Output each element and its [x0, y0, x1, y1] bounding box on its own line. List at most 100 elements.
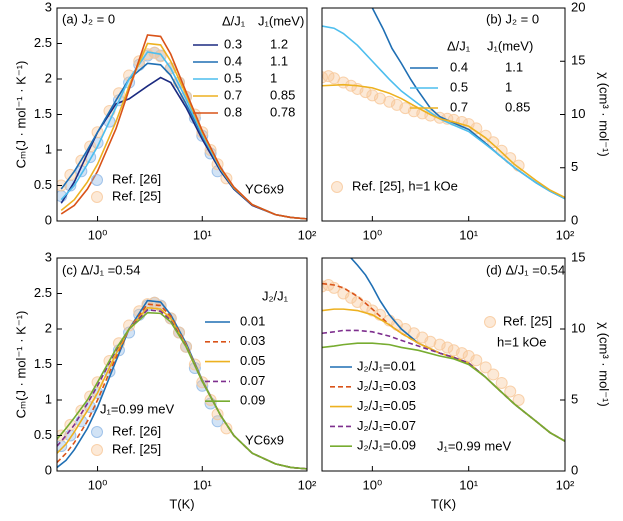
- ref-marker: [504, 385, 517, 398]
- legend-label: Ref. [26]: [112, 423, 161, 438]
- curve: [60, 34, 307, 220]
- ref-marker: [479, 129, 492, 142]
- panel-title: (c) Δ/J₁ =0.54: [62, 262, 140, 277]
- y-tick-label: 10: [571, 320, 585, 335]
- x-tick-label: 10⁰: [88, 227, 108, 242]
- y-tick-label: 0: [45, 462, 52, 477]
- legend-label: 0.09: [240, 393, 265, 408]
- legend-marker: [91, 444, 103, 456]
- y-axis-label: χ (cm³ · mol⁻¹): [597, 72, 612, 156]
- x-axis-label: T(K): [431, 496, 456, 511]
- ref-marker: [424, 335, 437, 348]
- x-tick-label: 10²: [298, 227, 317, 242]
- legend-label: 1: [505, 79, 512, 94]
- plot-area: [57, 34, 307, 220]
- legend-label: Ref. [25]: [112, 188, 161, 203]
- y-tick-label: 5: [571, 159, 578, 174]
- annotation: J₁=0.99 meV: [437, 438, 511, 453]
- y-tick-label: 3: [45, 0, 52, 14]
- ref-marker: [455, 347, 468, 360]
- legend-label: 0.5: [224, 70, 242, 85]
- y-tick-label: 2.5: [34, 285, 52, 300]
- legend-label: 1.1: [270, 53, 288, 68]
- plot-area: [57, 296, 307, 470]
- ref-marker: [495, 376, 508, 389]
- y-tick-label: 10: [571, 106, 585, 121]
- panel-title: (b) J₂ = 0: [486, 11, 539, 26]
- y-tick-label: 0: [571, 212, 578, 227]
- legend-label: 0.4: [224, 53, 242, 68]
- ref-marker: [487, 368, 500, 381]
- plot-area: [322, 258, 565, 442]
- legend-label: 0.8: [224, 104, 242, 119]
- y-tick-label: 0.5: [34, 177, 52, 192]
- legend-label: 0.85: [270, 87, 295, 102]
- legend-label: Ref. [26]: [112, 171, 161, 186]
- legend-label: 0.01: [240, 313, 265, 328]
- legend-label: 0.05: [240, 353, 265, 368]
- x-tick-label: 10¹: [459, 477, 478, 492]
- x-tick-label: 10²: [556, 227, 575, 242]
- y-tick-label: 1: [45, 391, 52, 406]
- frame: [321, 257, 566, 472]
- y-tick-label: 20: [571, 0, 585, 14]
- curve: [322, 342, 565, 442]
- annotation: YC6x9: [245, 432, 284, 447]
- ref-marker: [470, 354, 483, 367]
- y-tick-label: 2: [45, 320, 52, 335]
- legend-label: 0.7: [224, 87, 242, 102]
- y-tick-label: 1: [45, 141, 52, 156]
- legend-marker: [91, 426, 103, 438]
- y-axis-label: χ (cm³ · mol⁻¹): [597, 322, 612, 406]
- legend-label: 0.4: [450, 59, 468, 74]
- ref-marker: [383, 95, 396, 108]
- x-tick-label: 10¹: [459, 227, 478, 242]
- y-tick-label: 1.5: [34, 356, 52, 371]
- legend-label: 1.1: [505, 59, 523, 74]
- legend-label: 1.2: [270, 36, 288, 51]
- ref-marker: [441, 341, 454, 354]
- curve: [322, 329, 565, 442]
- y-tick-label: 15: [571, 249, 585, 264]
- ref-marker: [359, 300, 372, 313]
- legend-label: 0.03: [240, 333, 265, 348]
- x-axis-label: T(K): [169, 496, 194, 511]
- y-tick-label: 15: [571, 53, 585, 68]
- legend-label: J₂/J₁=0.01: [357, 358, 416, 373]
- legend-header: J₁(meV): [258, 13, 304, 28]
- legend-label: 0.3: [224, 36, 242, 51]
- y-tick-label: 0.5: [34, 427, 52, 442]
- annotation: YC6x9: [245, 181, 284, 196]
- ref-marker: [433, 338, 446, 351]
- curve: [57, 311, 307, 470]
- x-tick-label: 10¹: [193, 227, 212, 242]
- curve: [322, 83, 565, 199]
- y-tick-label: 3: [45, 249, 52, 264]
- legend-label: 0.07: [240, 373, 265, 388]
- annotation: h=1 kOe: [497, 334, 547, 349]
- x-tick-label: 10⁰: [363, 227, 383, 242]
- x-tick-label: 10⁰: [363, 477, 383, 492]
- ref-marker: [487, 136, 500, 149]
- curve: [322, 25, 565, 200]
- x-tick-label: 10²: [298, 477, 317, 492]
- y-tick-label: 2.5: [34, 35, 52, 50]
- legend-header: Δ/J₁: [447, 38, 471, 53]
- y-tick-label: 0: [571, 462, 578, 477]
- panel-title: (a) J₂ = 0: [62, 11, 115, 26]
- ref-marker: [366, 89, 379, 102]
- legend-header: J₂/J₁: [262, 288, 289, 303]
- y-tick-label: 2: [45, 70, 52, 85]
- ref-marker: [479, 361, 492, 374]
- x-tick-label: 10¹: [193, 477, 212, 492]
- plot-area: [322, 8, 565, 200]
- y-tick-label: 1.5: [34, 106, 52, 121]
- legend-header: J₁(meV): [487, 38, 533, 53]
- y-axis-label: Cₘ(J · mol⁻¹ · K⁻¹): [13, 61, 28, 169]
- legend-label: 0.7: [450, 99, 468, 114]
- x-tick-label: 10²: [556, 477, 575, 492]
- legend-label: J₂/J₁=0.07: [357, 418, 416, 433]
- ref-marker: [512, 394, 525, 406]
- legend-label: Ref. [25], h=1 kOe: [352, 178, 458, 193]
